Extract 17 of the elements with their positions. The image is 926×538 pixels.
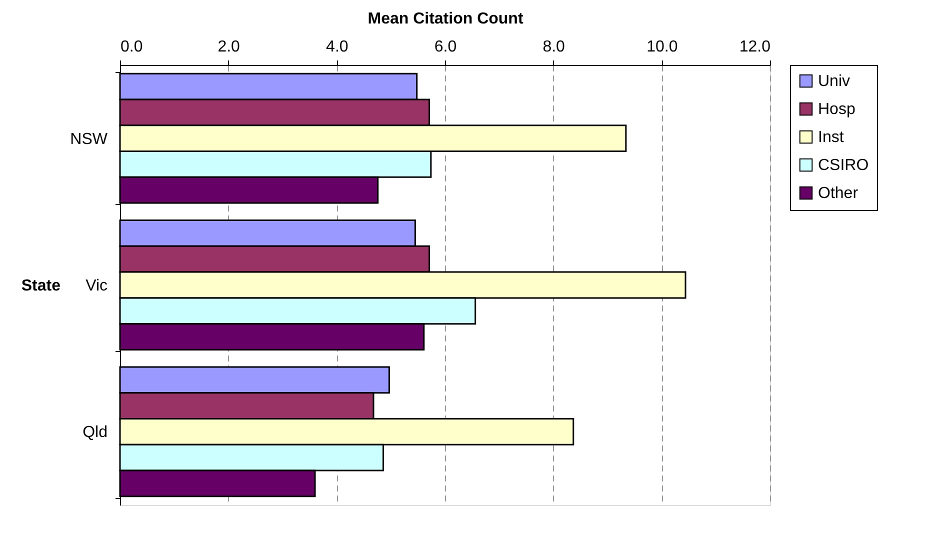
x-tick-label: 6.0 — [434, 38, 457, 56]
legend-label: Other — [818, 185, 859, 202]
x-tick-label: 0.0 — [120, 38, 143, 56]
legend-label: Univ — [818, 73, 850, 90]
legend-label: CSIRO — [818, 157, 869, 174]
y-tick-label: NSW — [70, 130, 108, 148]
legend-label: Hosp — [818, 101, 856, 118]
x-tick-label: 10.0 — [646, 38, 678, 56]
y-tick-label: Vic — [86, 278, 108, 294]
legend-label: Inst — [818, 129, 844, 146]
x-tick-label: 12.0 — [739, 38, 771, 56]
x-tick-label: 8.0 — [542, 38, 566, 56]
y-tick-label: Qld — [82, 424, 108, 442]
x-tick-label: 4.0 — [326, 38, 348, 56]
x-axis-title: Mean Citation Count — [368, 10, 524, 28]
y-axis-title: State — [21, 278, 61, 294]
x-tick-label: 2.0 — [218, 38, 240, 56]
